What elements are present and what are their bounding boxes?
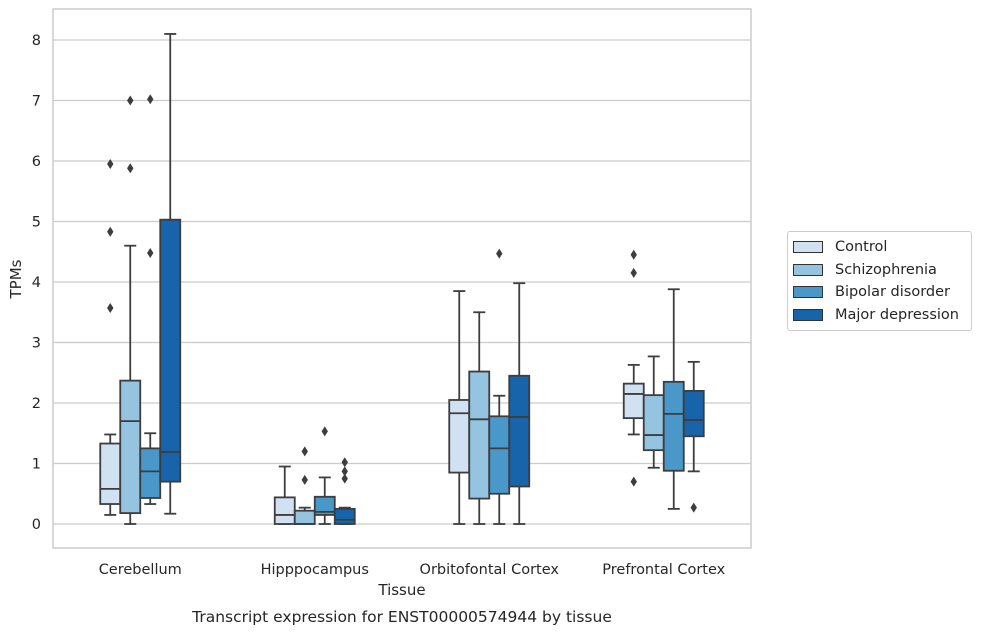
box-major-depression — [508, 282, 531, 525]
legend-item: Control — [788, 236, 971, 259]
box-iqr — [448, 399, 471, 474]
box-iqr — [273, 496, 296, 525]
box-major-depression — [333, 457, 356, 525]
box-schizophrenia — [293, 446, 316, 525]
x-tick-label: Orbitofontal Cortex — [420, 562, 560, 578]
outlier-point — [341, 473, 348, 484]
outlier-point — [127, 95, 134, 106]
y-axis-label: TPMs — [7, 259, 25, 299]
y-tick-label: 8 — [32, 33, 41, 49]
legend-label: Major depression — [835, 306, 959, 323]
x-axis-label: Tissue — [377, 581, 425, 599]
box-control — [622, 249, 645, 487]
y-tick-label: 4 — [32, 275, 41, 291]
outlier-point — [630, 267, 637, 278]
plot-frame — [52, 8, 752, 549]
x-tick-label: Prefrontal Cortex — [602, 562, 725, 578]
box-control — [99, 159, 122, 516]
outlier-point — [341, 457, 348, 468]
box-iqr — [333, 507, 356, 525]
box-bipolar-disorder — [662, 288, 685, 510]
outlier-point — [496, 248, 503, 259]
outlier-point — [301, 474, 308, 485]
y-tick-label: 3 — [32, 336, 41, 352]
legend-label: Schizophrenia — [835, 261, 937, 278]
box-schizophrenia — [468, 311, 491, 525]
y-tick-label: 6 — [32, 154, 41, 170]
legend-item: Major depression — [788, 304, 971, 327]
outlier-point — [301, 446, 308, 457]
box-iqr — [682, 389, 705, 438]
y-tick-label: 2 — [32, 396, 41, 412]
legend-label: Control — [835, 239, 888, 256]
y-tick-label: 7 — [32, 94, 41, 110]
outlier-point — [630, 476, 637, 487]
box-iqr — [508, 374, 531, 488]
x-tick-label: Cerebellum — [99, 562, 182, 578]
box-iqr — [468, 370, 491, 500]
outlier-point — [630, 249, 637, 260]
box-control — [273, 465, 296, 525]
outlier-point — [147, 94, 154, 105]
box-iqr — [662, 380, 685, 472]
outlier-point — [321, 426, 328, 437]
x-tick-labels: Cerebellum Hipppocampus Orbitofontal Corte… — [99, 562, 726, 578]
box-bipolar-disorder — [313, 426, 336, 525]
chart-title: Transcript expression for ENST0000057494… — [191, 608, 612, 626]
box-schizophrenia — [119, 95, 142, 525]
legend-item: Bipolar disorder — [788, 281, 971, 304]
outlier-point — [107, 159, 114, 170]
box-iqr — [159, 218, 182, 483]
box-control — [448, 290, 471, 525]
box-iqr — [313, 495, 336, 516]
box-schizophrenia — [642, 355, 665, 469]
y-tick-label: 1 — [32, 457, 41, 473]
box-iqr — [642, 394, 665, 452]
box-bipolar-disorder — [488, 248, 511, 525]
box-iqr — [622, 382, 645, 420]
box-series — [99, 33, 705, 525]
box-iqr — [139, 447, 162, 499]
legend-label: Bipolar disorder — [835, 284, 950, 301]
legend-item: Schizophrenia — [788, 259, 971, 282]
box-iqr — [99, 442, 122, 505]
y-tick-label: 0 — [32, 517, 41, 533]
outlier-point — [107, 226, 114, 237]
box-major-depression — [682, 360, 705, 513]
box-iqr — [488, 415, 511, 495]
outlier-point — [107, 303, 114, 314]
legend: Control Schizophrenia Bipolar disorder Majo… — [787, 231, 972, 331]
outlier-point — [127, 163, 134, 174]
box-iqr — [119, 379, 142, 515]
box-major-depression — [159, 33, 182, 515]
outlier-point — [690, 502, 697, 513]
outlier-point — [341, 466, 348, 477]
box-bipolar-disorder — [139, 94, 162, 505]
x-tick-label: Hipppocampus — [261, 562, 369, 578]
outlier-point — [147, 247, 154, 258]
legend-swatch — [793, 263, 823, 276]
y-tick-label: 5 — [32, 215, 41, 231]
y-tick-labels: 0 1 2 3 4 5 6 7 8 — [32, 33, 41, 533]
legend-swatch — [793, 308, 823, 321]
box-iqr — [293, 509, 316, 525]
legend-swatch — [793, 241, 823, 254]
legend-swatch — [793, 286, 823, 299]
